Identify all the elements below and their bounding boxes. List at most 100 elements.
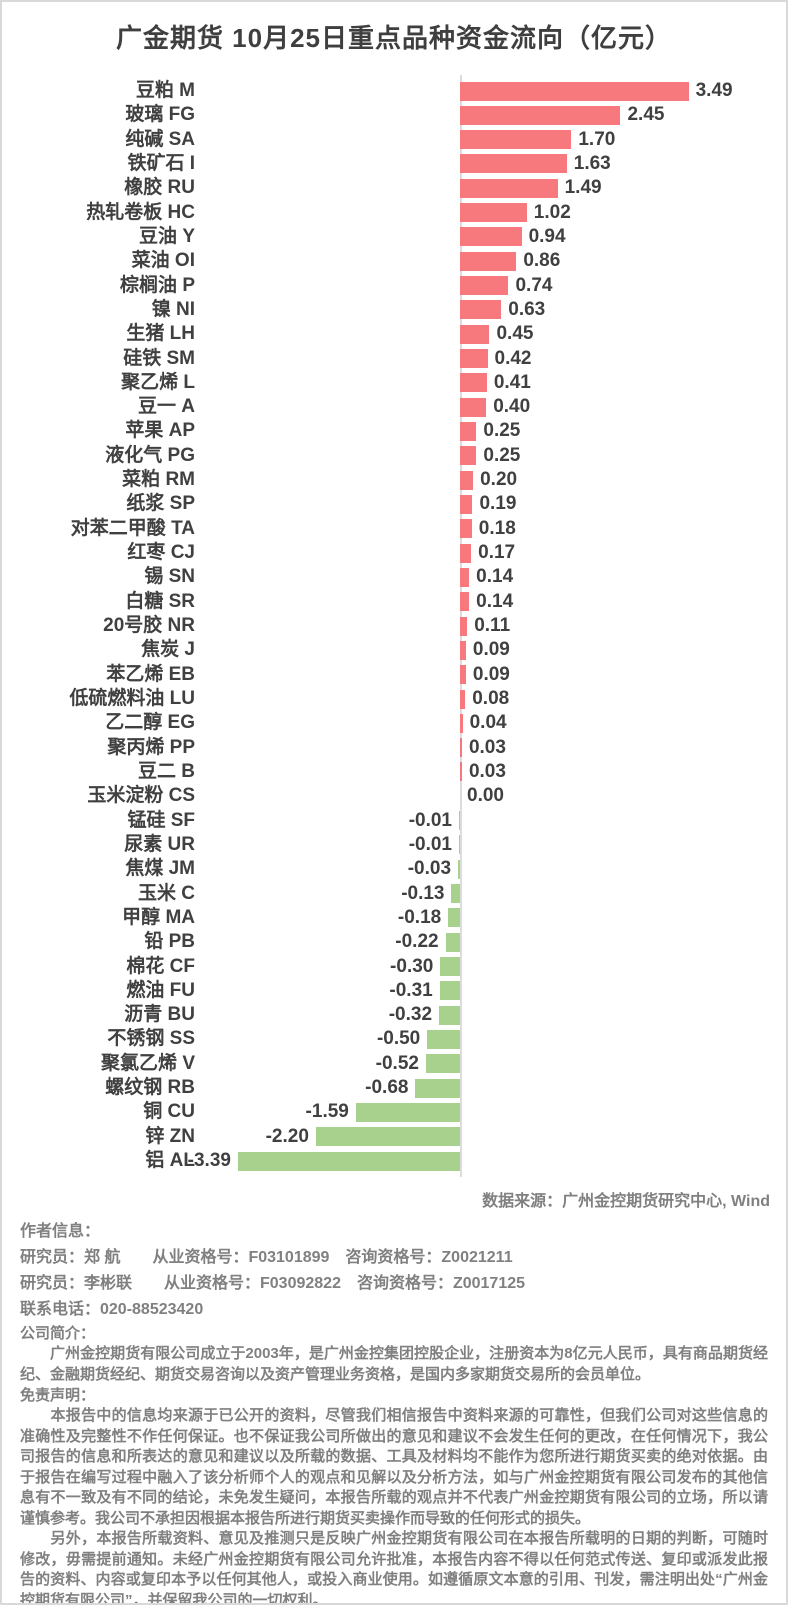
value-label: 0.40 [493,396,531,418]
bar-outflow [439,1005,460,1025]
researcher-line-1: 研究员：郑 航 从业资格号：F03101899 咨询资格号：Z0021211 [20,1249,513,1266]
category-label: 尿素 UR [124,833,195,855]
value-label: 0.18 [478,517,516,539]
chart-row: 硅铁 SM 0.42 [2,347,786,371]
chart-row: 聚氯乙烯 V -0.52 [2,1052,786,1076]
chart-row: 纯碱 SA 1.70 [2,128,786,152]
chart-row: 豆粕 M 3.49 [2,79,786,103]
chart-row: 锰硅 SF -0.01 [2,809,786,833]
category-label: 白糖 SR [125,590,195,612]
category-label: 聚乙烯 L [121,371,195,393]
bar-inflow [460,665,466,685]
category-label: 豆二 B [137,760,195,782]
chart-row: 锌 ZN -2.20 [2,1125,786,1149]
bar-outflow [440,957,460,977]
bar-inflow [460,762,462,782]
contact-phone: 联系电话：020-88523420 [20,1301,204,1318]
bar-inflow [460,300,502,320]
bar-inflow [460,543,472,563]
chart-row: 聚乙烯 L 0.41 [2,371,786,395]
value-label: 3.49 [695,80,733,101]
chart-row: 棉花 CF -0.30 [2,955,786,979]
value-label: 0.19 [479,493,517,515]
category-label: 低硫燃料油 LU [69,688,195,709]
footer-text-block: 作者信息： 研究员：郑 航 从业资格号：F03101899 咨询资格号：Z0021… [2,1211,786,1603]
bar-inflow [460,81,689,101]
bar-inflow [460,421,477,441]
category-label: 燃油 FU [126,979,195,1001]
chart-row: 液化气 PG 0.25 [2,444,786,468]
category-label: 玉米 C [137,882,195,904]
category-label: 棉花 CF [126,955,195,977]
value-label: 0.00 [467,785,504,807]
chart-row: 铝 AL -3.39 [2,1149,786,1173]
chart-row: 铜 CU -1.59 [2,1100,786,1124]
bar-inflow [460,324,490,344]
chart-row: 镍 NI 0.63 [2,298,786,322]
chart-row: 橡胶 RU 1.49 [2,176,786,200]
value-label: 0.09 [472,663,510,685]
value-label: 2.45 [627,104,665,126]
chart-row: 低硫燃料油 LU 0.08 [2,687,786,711]
category-label: 铝 AL [145,1150,195,1172]
value-label: 0.11 [474,615,511,637]
value-label: -0.32 [388,1004,433,1026]
bar-inflow [460,567,470,587]
chart-row: 纸浆 SP 0.19 [2,492,786,516]
chart-row: 苹果 AP 0.25 [2,419,786,443]
bar-outflow [425,1054,460,1074]
value-label: -0.31 [389,979,433,1001]
value-label: 1.63 [573,152,611,174]
category-label: 对苯二甲酸 TA [70,517,195,539]
bar-inflow [460,276,509,296]
chart-row: 红枣 CJ 0.17 [2,541,786,565]
value-label: 0.42 [494,347,532,369]
value-label: 0.86 [523,250,561,272]
bar-inflow [460,470,474,490]
category-label: 橡胶 RU [124,177,195,199]
bar-inflow [460,373,487,393]
chart-row: 热轧卷板 HC 1.02 [2,201,786,225]
chart-row: 尿素 UR -0.01 [2,833,786,857]
value-label: -0.30 [390,955,434,977]
category-label: 菜粕 RM [122,469,195,491]
value-label: -0.68 [365,1077,409,1099]
bar-inflow [460,616,468,636]
bar-outflow [459,811,460,831]
chart-row: 豆一 A 0.40 [2,395,786,419]
value-label: 0.45 [496,323,534,345]
category-label: 苯乙烯 EB [106,663,195,685]
bar-inflow [460,713,463,733]
category-label: 锰硅 SF [127,809,195,831]
value-label: -0.52 [375,1052,419,1074]
value-label: -3.39 [187,1150,231,1172]
author-info-heading: 作者信息： [20,1223,101,1240]
bar-inflow [460,251,517,271]
value-label: -0.18 [397,906,442,928]
chart-row: 对苯二甲酸 TA 0.18 [2,517,786,541]
data-source-note: 数据来源：广州金控期货研究中心, Wind [482,1193,770,1210]
category-label: 锡 SN [144,566,195,588]
chart-title: 广金期货 10月25日重点品种资金流向（亿元） [115,23,673,53]
bar-inflow [460,154,567,174]
category-label: 生猪 LH [126,323,195,345]
value-label: 0.03 [468,760,506,782]
category-label: 菜油 OI [131,250,195,272]
value-label: 0.25 [483,420,521,442]
value-label: -0.50 [376,1028,421,1050]
fund-flow-bar-chart: 豆粕 M 3.49 玻璃 FG 2.45 纯碱 SA 1.70 铁矿石 I 1.63 橡胶 RU… [2,75,786,1177]
value-label: 0.09 [472,639,510,661]
value-label: -0.01 [408,809,452,831]
bar-outflow [458,859,460,879]
value-label: -2.20 [265,1125,309,1147]
chart-row: 玉米淀粉 CS 0.00 [2,784,786,808]
value-label: 1.49 [564,177,602,199]
bar-inflow [460,105,621,125]
bar-inflow [460,203,527,223]
category-label: 沥青 BU [124,1004,195,1026]
value-label: 0.17 [478,542,516,564]
chart-row: 沥青 BU -0.32 [2,1003,786,1027]
chart-row: 甲醇 MA -0.18 [2,906,786,930]
category-label: 聚丙烯 PP [107,736,195,758]
